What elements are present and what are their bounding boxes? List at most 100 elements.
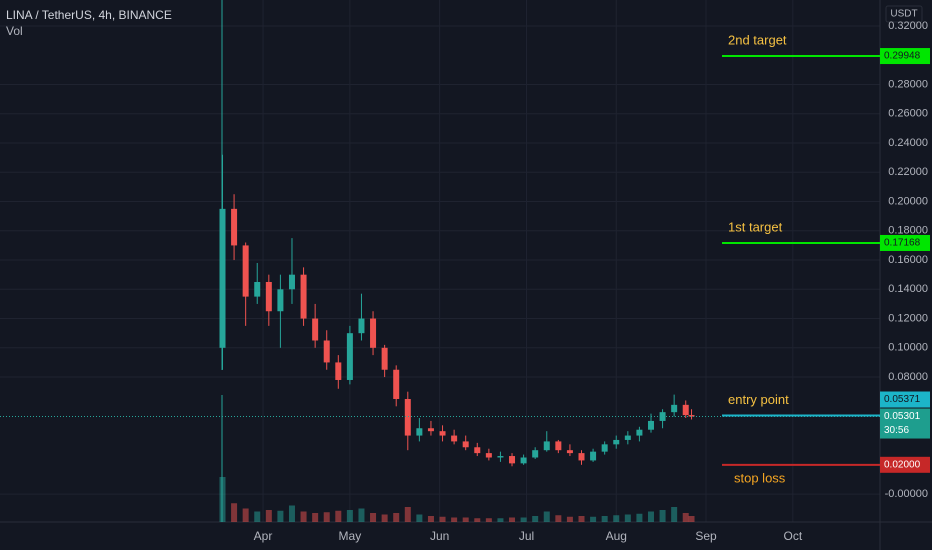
volume-bar — [566, 516, 573, 522]
x-tick-label: Jul — [519, 529, 534, 543]
y-tick-label: 0.18000 — [888, 225, 928, 237]
candle-body — [474, 447, 481, 454]
level-tag-label: 0.02000 — [884, 459, 921, 470]
level-label: stop loss — [734, 470, 786, 485]
volume-bar — [601, 516, 608, 522]
candle-body — [636, 429, 643, 436]
candle-body — [416, 428, 423, 436]
currency-box — [885, 5, 923, 23]
level-tag — [880, 456, 930, 473]
y-tick-label: 0.20000 — [888, 195, 928, 207]
volume-bar — [370, 513, 377, 522]
y-tick-label: 0.12000 — [888, 312, 928, 324]
volume-bar — [485, 518, 492, 522]
candle-body — [254, 281, 261, 297]
candle-body — [242, 245, 249, 297]
y-tick-label: 0.14000 — [888, 283, 928, 295]
level-label: 1st target — [728, 219, 783, 234]
volume-bar — [659, 510, 666, 522]
candle-body — [590, 451, 597, 461]
volume-bar — [688, 516, 695, 522]
candle-body — [427, 428, 434, 432]
volume-label: Vol — [6, 24, 23, 38]
volume-bar — [404, 507, 411, 522]
candle-body — [688, 415, 695, 417]
candle-body — [312, 318, 319, 341]
volume-bar — [381, 514, 388, 522]
volume-bar — [462, 517, 469, 522]
volume-bar — [427, 516, 434, 522]
last-price-label: 0.05301 — [884, 411, 921, 422]
candle-body — [404, 398, 411, 436]
x-tick-label: Sep — [695, 529, 717, 543]
volume-bar — [346, 510, 353, 522]
volume-bar — [265, 510, 272, 522]
candle-body — [265, 281, 272, 312]
volume-bar — [532, 516, 539, 522]
volume-bar — [231, 503, 238, 522]
grid — [0, 0, 880, 522]
candle-body — [288, 274, 295, 290]
y-tick-label: -0.00000 — [885, 488, 928, 500]
x-tick-label: Jun — [430, 529, 449, 543]
volume-bar — [682, 513, 689, 522]
volume-bar — [219, 477, 226, 522]
volume-bar — [624, 514, 631, 522]
x-tick-label: Aug — [606, 529, 627, 543]
volume-bar — [323, 512, 330, 522]
volume-bar — [590, 516, 597, 522]
candle-body — [300, 274, 307, 319]
candle-body — [335, 362, 342, 380]
volume-bar — [277, 510, 284, 522]
volume-bar — [509, 517, 516, 522]
x-tick-label: Apr — [254, 529, 273, 543]
volume-bar — [474, 518, 481, 522]
candle-body — [647, 420, 654, 430]
volume-bar — [543, 511, 550, 522]
candle-body — [613, 439, 620, 445]
volume-bar — [288, 505, 295, 522]
level-tag-label: 0.29948 — [884, 51, 921, 62]
volume-bar — [636, 513, 643, 522]
candle-body — [277, 289, 284, 312]
y-tick-label: 0.10000 — [888, 342, 928, 354]
candle-body — [520, 457, 527, 464]
last-price-tag — [880, 408, 930, 439]
candle-body — [451, 435, 458, 442]
candle-body — [358, 318, 365, 334]
candle-body — [671, 404, 678, 413]
volume-bar — [647, 511, 654, 522]
candle-body — [323, 340, 330, 363]
volume-bar — [416, 514, 423, 522]
candle-body — [497, 456, 504, 458]
candle-body — [624, 435, 631, 440]
x-tick-label: May — [339, 529, 362, 543]
level-tag — [880, 391, 930, 408]
candle-body — [393, 369, 400, 399]
level-tag — [880, 234, 930, 251]
volume-bar — [520, 517, 527, 522]
candle-body — [439, 431, 446, 436]
level-label: entry point — [728, 392, 789, 407]
level-tag — [880, 48, 930, 65]
candle-body — [485, 453, 492, 458]
candle-body — [543, 441, 550, 451]
volume-bar — [451, 517, 458, 522]
candle-body — [346, 333, 353, 380]
volume-bar — [393, 513, 400, 522]
candle-body — [555, 441, 562, 451]
y-tick-label: 0.16000 — [888, 254, 928, 266]
y-tick-label: 0.26000 — [888, 108, 928, 120]
volume-bar — [300, 511, 307, 522]
candle-body — [381, 347, 388, 370]
volume-bar — [497, 518, 504, 522]
volume-bar — [254, 511, 261, 522]
volume-bar — [358, 508, 365, 522]
y-tick-label: 0.32000 — [888, 20, 928, 32]
candle-body — [231, 208, 238, 246]
candle-body — [532, 450, 539, 458]
volume-bar — [312, 513, 319, 522]
volume-bar — [242, 508, 249, 522]
volume-bar — [439, 516, 446, 522]
